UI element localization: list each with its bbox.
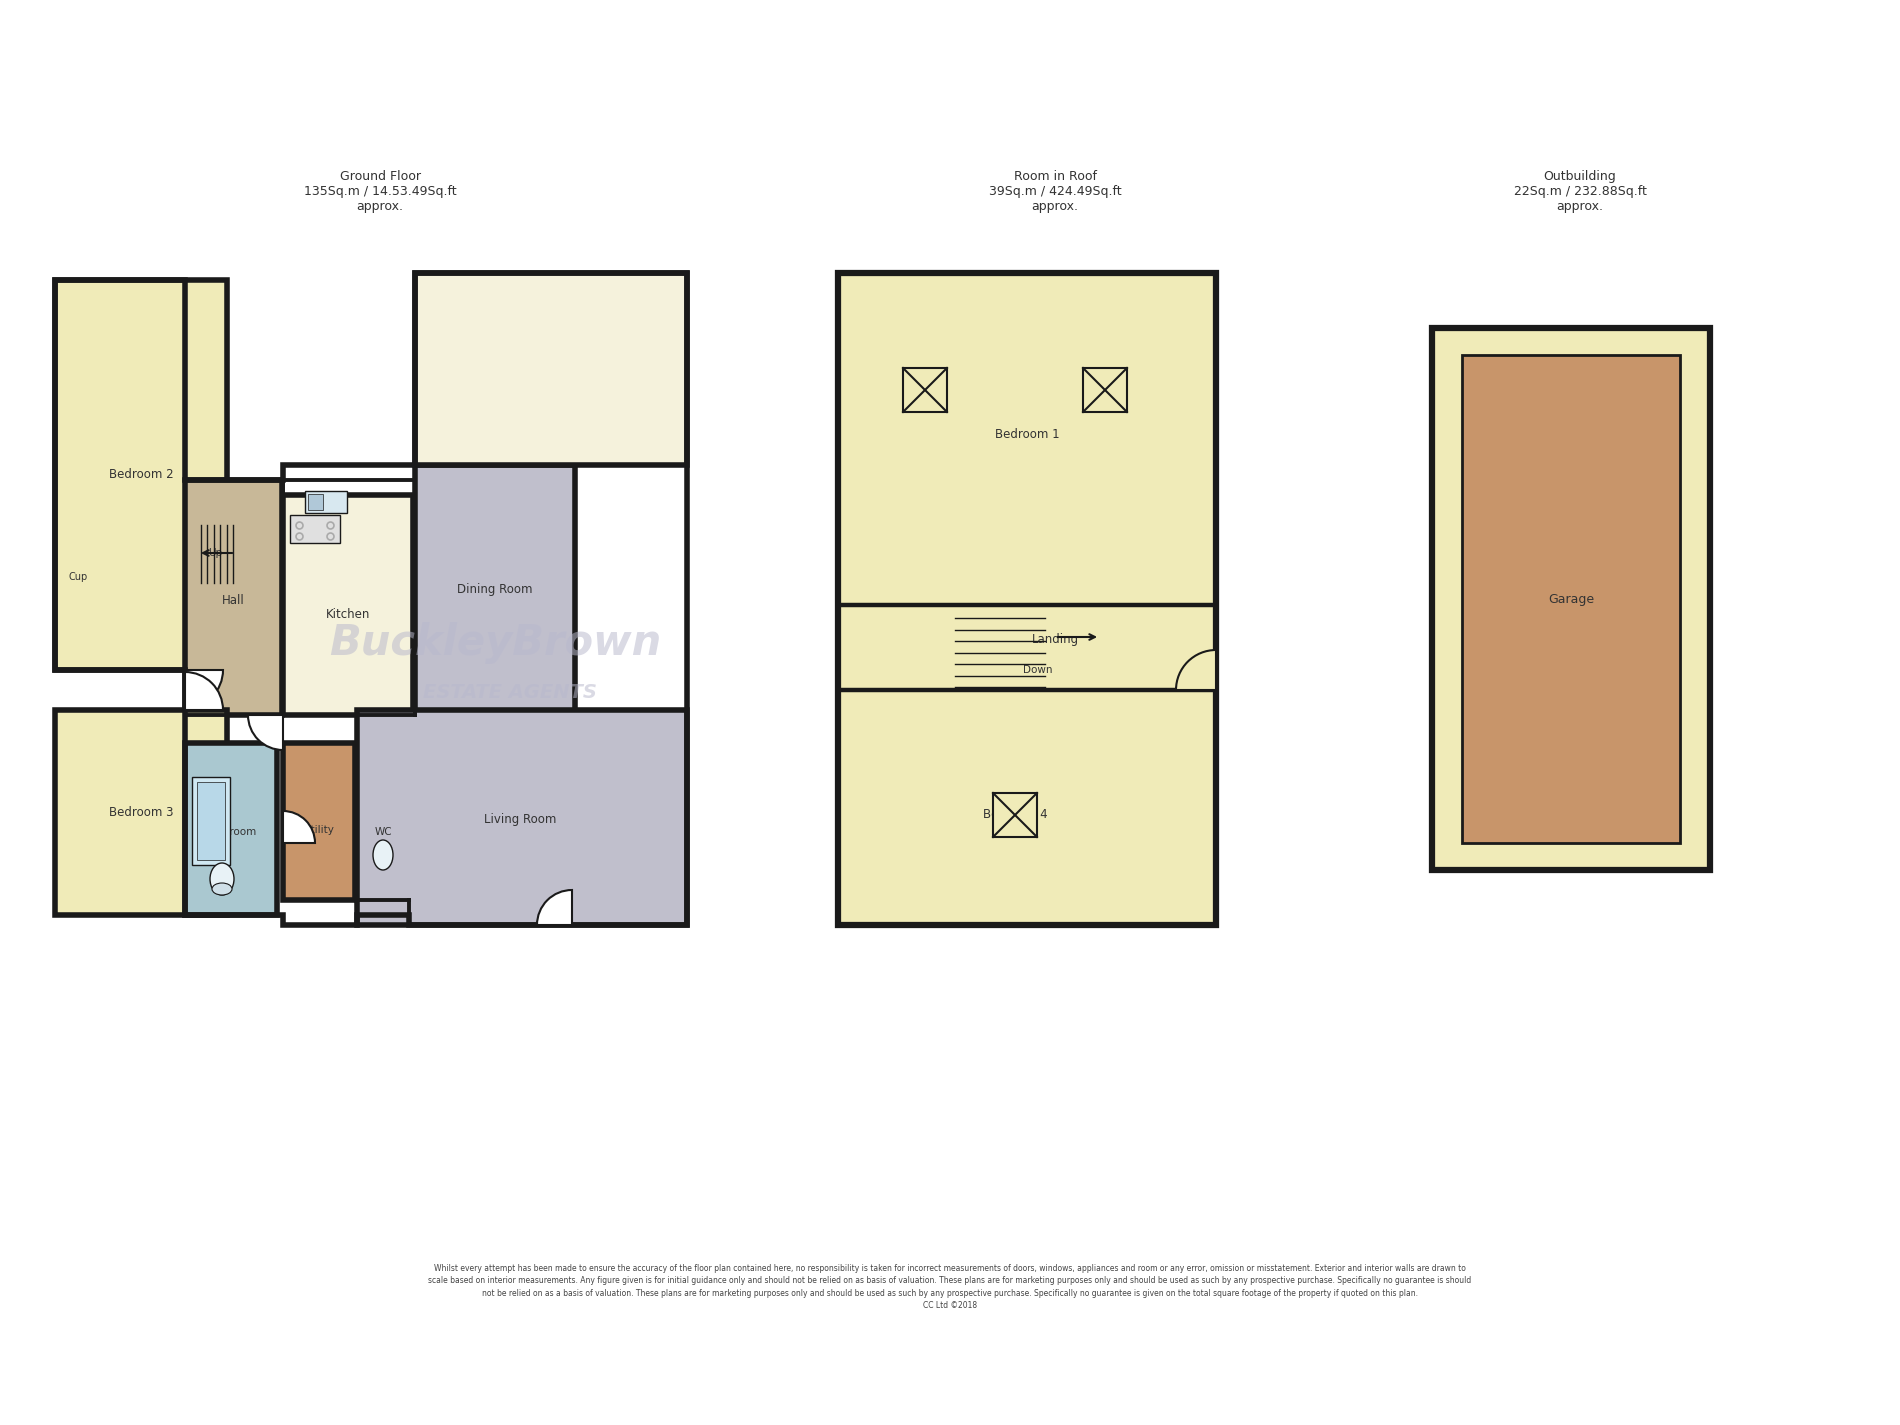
Text: BuckleyBrown: BuckleyBrown [329,621,661,664]
Bar [1433,328,1710,871]
Bar [198,782,224,861]
Bar [1461,355,1680,844]
Bar [414,274,688,465]
Text: Utility: Utility [304,825,334,835]
Text: Dining Room: Dining Room [458,583,532,597]
Text: Landing: Landing [1032,634,1079,647]
Text: Bedroom 1: Bedroom 1 [996,429,1060,442]
Text: Kitchen: Kitchen [325,608,370,621]
Text: Outbuilding
22Sq.m / 232.88Sq.ft
approx.: Outbuilding 22Sq.m / 232.88Sq.ft approx. [1514,170,1647,212]
Text: Ground Floor
135Sq.m / 14.53.49Sq.ft
approx.: Ground Floor 135Sq.m / 14.53.49Sq.ft app… [304,170,456,212]
Text: Hall: Hall [222,593,245,607]
Bar [902,368,946,412]
Text: Bedroom 2: Bedroom 2 [108,469,173,482]
Text: Whilst every attempt has been made to ensure the accuracy of the floor plan cont: Whilst every attempt has been made to en… [428,1264,1472,1310]
Wedge shape [1176,650,1216,690]
Bar [192,777,230,865]
Text: WC: WC [374,826,391,836]
Bar [55,710,226,915]
Wedge shape [184,670,222,708]
Bar [838,274,1216,925]
Bar [308,494,323,510]
Ellipse shape [213,884,232,895]
Bar [55,279,226,670]
Text: Bedroom 3: Bedroom 3 [108,807,173,819]
Text: Garage: Garage [1548,593,1594,606]
Text: Up: Up [207,549,222,559]
Ellipse shape [372,839,393,871]
Bar [184,480,281,715]
Bar [357,710,688,925]
Wedge shape [249,715,283,750]
Bar [1083,368,1127,412]
Bar [414,465,576,715]
Wedge shape [283,811,315,844]
Bar [291,514,340,543]
Wedge shape [538,891,572,925]
Bar [306,492,348,513]
Text: Bedroom 4: Bedroom 4 [982,808,1047,821]
Text: ESTATE AGENTS: ESTATE AGENTS [424,684,597,703]
Text: Bathroom: Bathroom [205,826,256,836]
Text: Living Room: Living Room [484,814,557,826]
Wedge shape [184,673,222,710]
Bar [283,494,412,715]
Bar [184,742,277,915]
Ellipse shape [211,864,234,895]
Bar [283,742,355,901]
Bar [994,792,1037,836]
Text: Cup: Cup [68,571,87,581]
Text: Room in Roof
39Sq.m / 424.49Sq.ft
approx.: Room in Roof 39Sq.m / 424.49Sq.ft approx… [988,170,1121,212]
Text: Down: Down [1024,665,1053,675]
Text: Cup: Cup [192,688,211,698]
Bar [357,758,408,901]
